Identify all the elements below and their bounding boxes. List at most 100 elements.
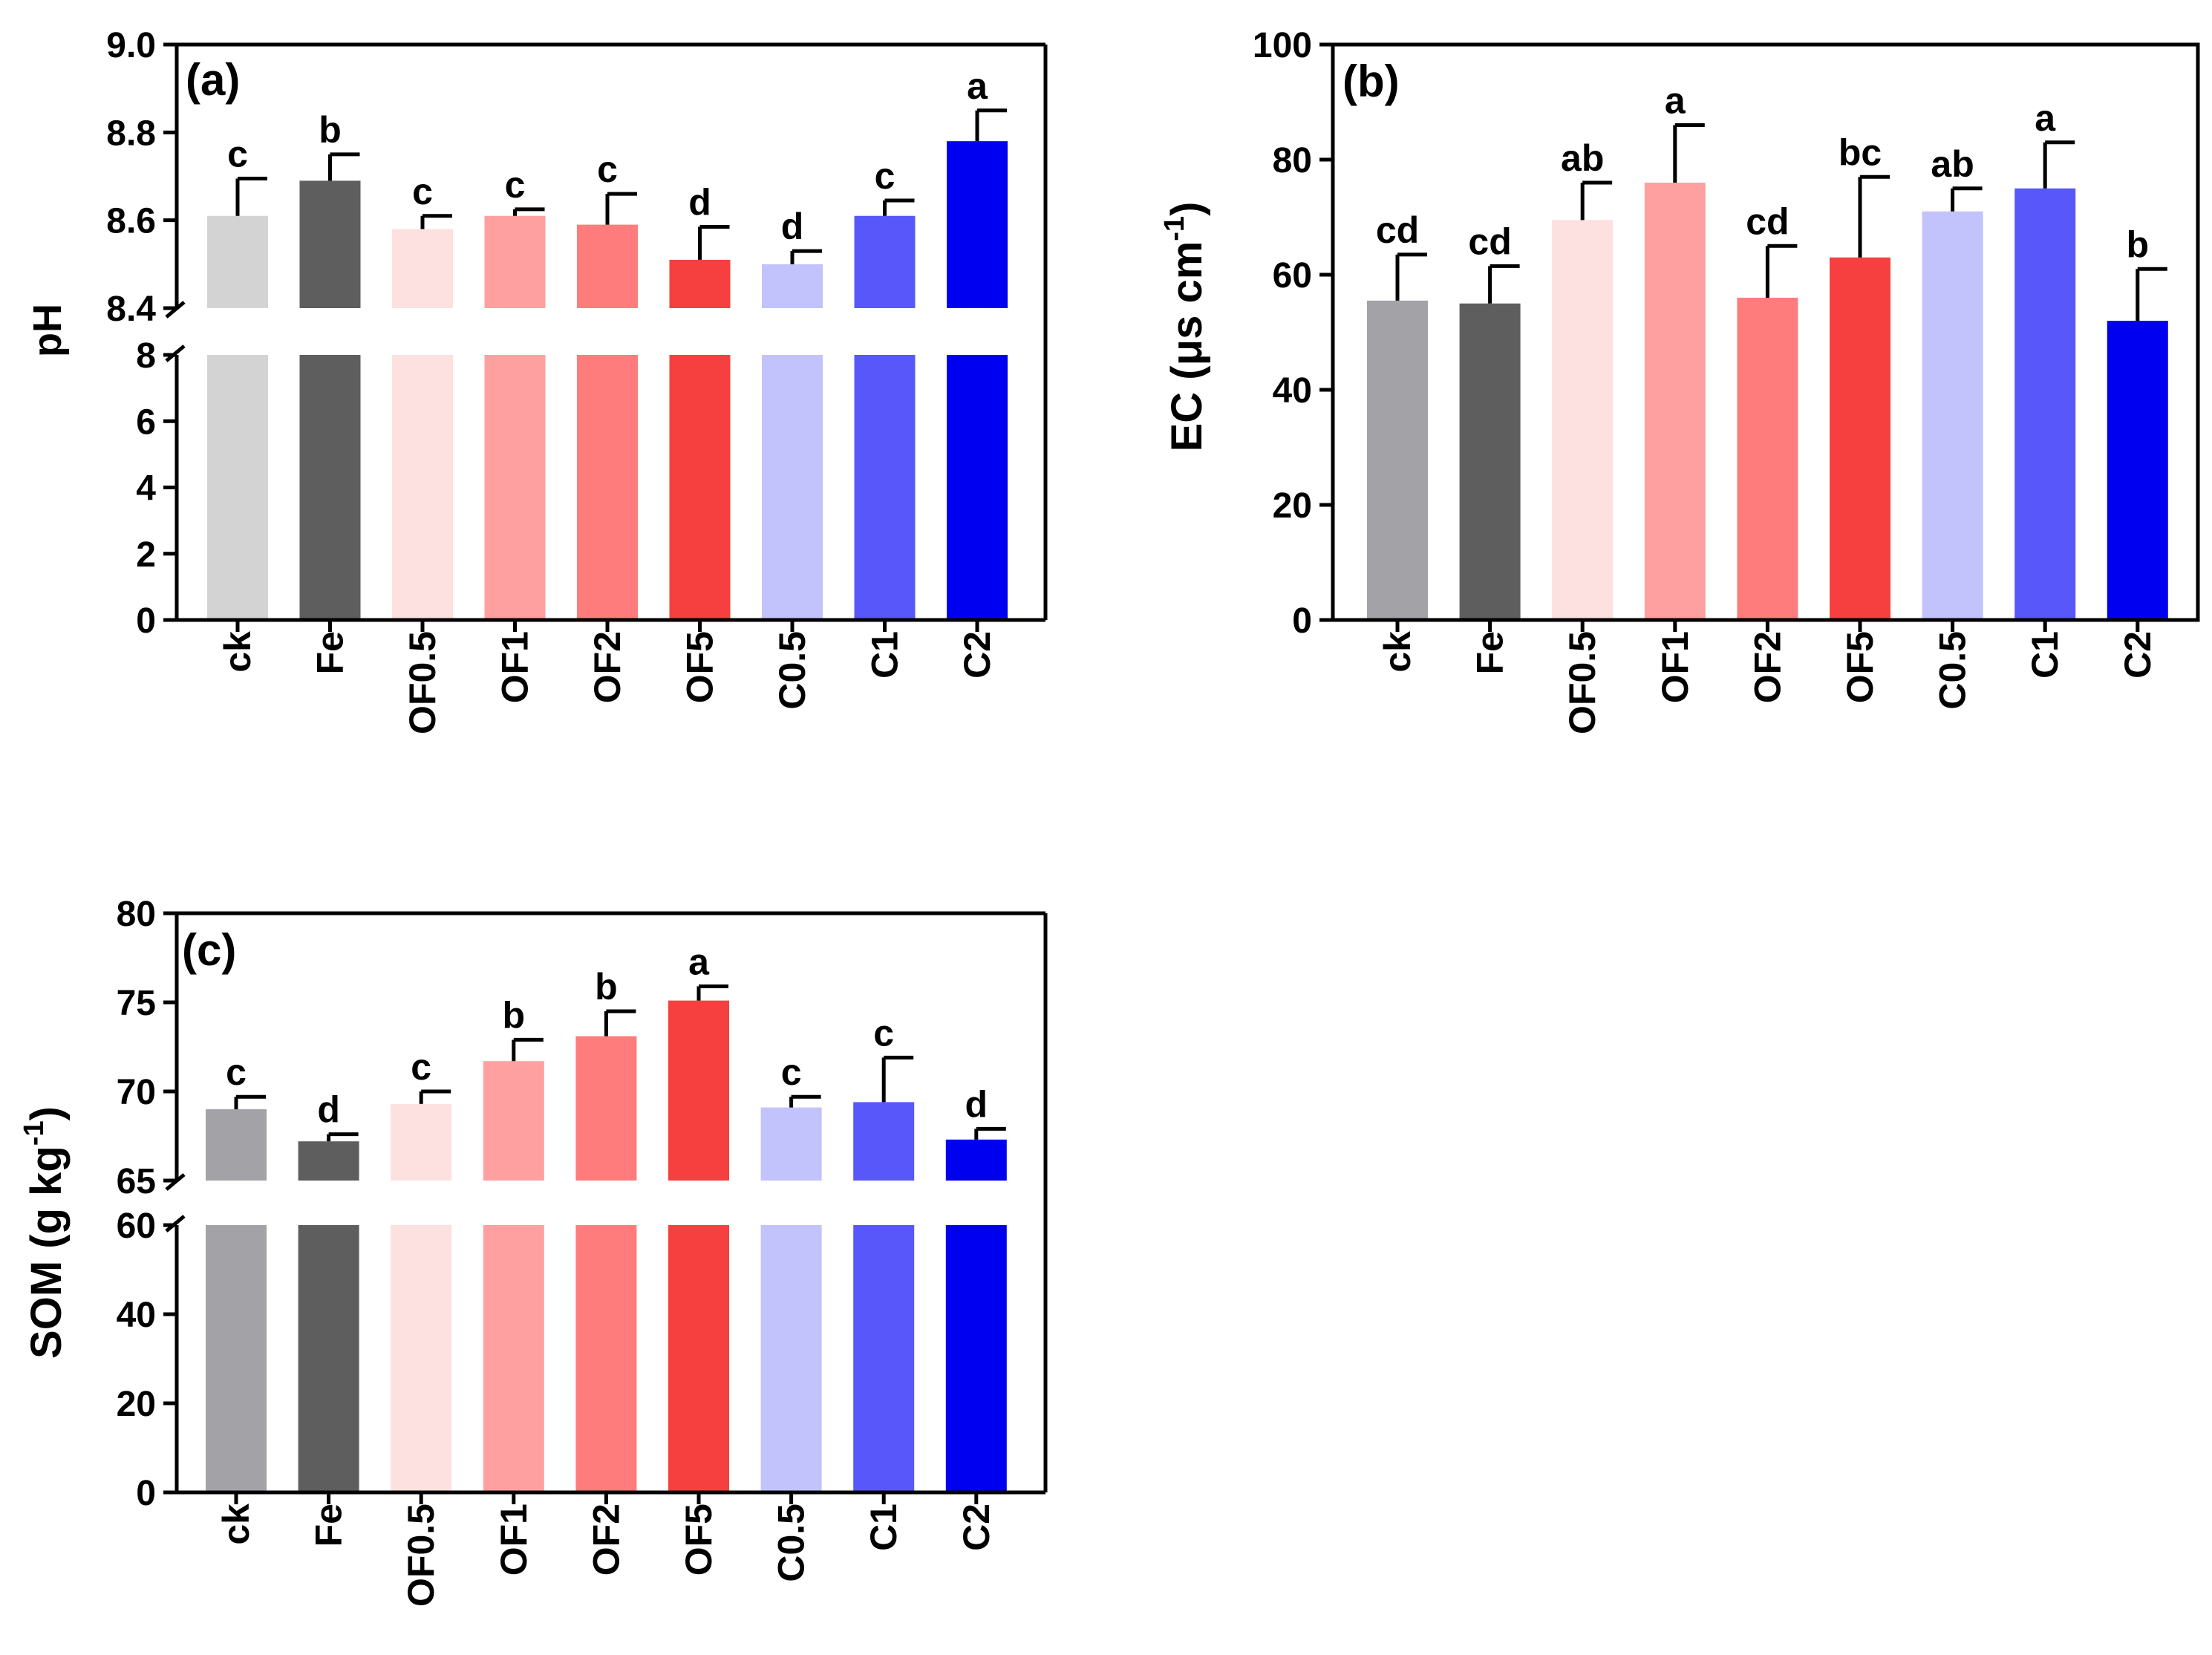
panel-b-xticks: ck Fe OF0.5 OF1 OF2 OF5 C0.5 C1 C2 [1377,631,2159,734]
xtick-c-OF0.5: OF0.5 [400,1504,442,1607]
bar-a-upper-OF2 [577,224,638,308]
panel-a: c b c c c d d c a 8.4 8.6 8.8 9.0 0 2 4 6 8 ck Fe OF0.5 OF1… [25,26,1048,734]
bar-a-lower-OF2 [577,355,638,620]
bar-b-C1 [2014,188,2076,620]
panel-a-ylabel: pH [25,304,70,357]
bar-c-upper-OF5 [668,1000,729,1181]
bar-b-C2 [2107,321,2168,620]
letter-c-Fe: d [317,1089,340,1131]
xtick-a-C0.5: C0.5 [771,631,813,710]
panel-b-bars [1367,183,2168,620]
xtick-a-C2: C2 [956,631,998,679]
xtick-a-OF0.5: OF0.5 [402,631,443,734]
ytick-label-a-l2: 4 [136,469,156,509]
letter-c-C2: d [965,1083,988,1125]
panel-a-letters: c b c c c d d c a [227,65,988,247]
bar-b-OF2 [1737,298,1798,620]
bar-b-C0.5 [1922,211,1983,620]
xtick-b-C1: C1 [2024,631,2066,679]
panel-b-errorbars [1395,123,2167,321]
xtick-b-ck: ck [1377,631,1418,673]
letter-c-OF1: b [503,994,526,1036]
bar-a-lower-C2 [947,355,1008,620]
panel-b-ylabel-main: EC (μs cm [1163,241,1211,452]
letter-a-OF5: d [688,182,711,223]
ytick-label-a-l4: 8 [136,336,156,376]
panel-c-bars [206,1000,1007,1492]
panel-c-letters: c d c b b a c c d [226,941,988,1130]
panel-c-ylabel-main: SOM (g kg [22,1146,71,1359]
xtick-b-C2: C2 [2117,631,2159,679]
bar-c-lower-OF0.5 [391,1225,452,1492]
panel-c-ylabel: SOM (g kg-1) [19,1106,71,1359]
bar-a-upper-C0.5 [762,264,823,308]
ytick-label-c-u3: 80 [117,895,156,934]
panel-a-yticks: 8.4 8.6 8.8 9.0 0 2 4 6 8 [106,26,177,641]
bar-c-upper-OF0.5 [391,1103,452,1181]
letter-b-OF0.5: ab [1561,137,1604,179]
xtick-b-OF0.5: OF0.5 [1562,631,1603,734]
bar-c-upper-OF2 [575,1036,637,1181]
panel-c-yticks: 65 70 75 80 0 20 40 60 [117,895,177,1513]
panel-a-errorbars [235,108,1007,264]
ytick-label-b-0: 0 [1292,601,1312,641]
panel-c-axes [165,911,1048,1504]
bar-c-lower-C2 [945,1225,1007,1492]
bar-a-lower-C1 [854,355,916,620]
ytick-label-a-u3: 9.0 [106,26,156,65]
letter-c-OF0.5: c [411,1046,431,1088]
xtick-c-OF2: OF2 [585,1504,627,1576]
letter-c-C1: c [873,1012,894,1054]
panel-b-ylabel-close: ) [1163,202,1211,216]
bar-c-lower-OF1 [483,1225,544,1492]
ytick-label-c-l2: 40 [117,1296,156,1335]
ytick-label-c-l1: 20 [117,1385,156,1424]
bar-a-lower-Fe [299,355,361,620]
xtick-c-ck: ck [215,1504,257,1545]
ytick-label-a-u2: 8.8 [106,114,156,153]
xtick-c-OF1: OF1 [493,1504,535,1576]
letter-c-ck: c [226,1051,247,1093]
ytick-label-b-3: 60 [1273,256,1312,296]
bar-a-lower-C0.5 [762,355,823,620]
ytick-label-b-5: 100 [1253,26,1312,65]
bar-c-upper-ck [206,1109,267,1181]
ytick-label-a-l1: 2 [136,535,156,575]
ytick-label-a-l0: 0 [136,601,156,641]
letter-a-OF1: c [505,164,526,206]
bar-c-upper-OF1 [483,1061,544,1181]
bar-c-upper-C1 [853,1102,915,1181]
letter-c-OF2: b [595,966,618,1008]
xtick-c-C2: C2 [956,1504,997,1551]
panel-b-yticks: 0 20 40 60 80 100 [1253,26,1333,641]
bar-a-lower-OF0.5 [392,355,453,620]
bar-a-upper-OF0.5 [392,229,453,308]
ytick-label-a-l3: 6 [136,402,156,442]
letter-c-C0.5: c [781,1051,802,1093]
xtick-c-C0.5: C0.5 [771,1504,812,1582]
panel-c-ylabel-sup: -1 [19,1120,50,1146]
bar-b-OF1 [1644,183,1706,620]
bar-b-OF5 [1830,257,1890,620]
ytick-label-b-4: 80 [1273,141,1312,180]
panel-a-bars [207,141,1008,620]
bar-a-upper-Fe [299,180,361,308]
bar-c-lower-Fe [298,1225,359,1492]
letter-c-OF5: a [688,941,710,982]
bar-c-upper-Fe [298,1141,359,1181]
xtick-b-OF1: OF1 [1654,631,1696,703]
bar-a-lower-OF5 [669,355,731,620]
panel-c-ylabel-close: ) [22,1106,71,1120]
letter-a-ck: c [227,133,248,174]
ytick-label-a-u1: 8.6 [106,202,156,241]
xtick-a-ck: ck [217,631,258,673]
bar-a-lower-ck [207,355,268,620]
xtick-a-OF5: OF5 [679,631,721,703]
bar-c-lower-OF2 [575,1225,637,1492]
xtick-c-OF5: OF5 [678,1504,720,1576]
bar-c-upper-C0.5 [760,1107,822,1181]
panel-b-label: (b) [1342,56,1400,106]
bar-a-upper-C1 [854,215,916,308]
